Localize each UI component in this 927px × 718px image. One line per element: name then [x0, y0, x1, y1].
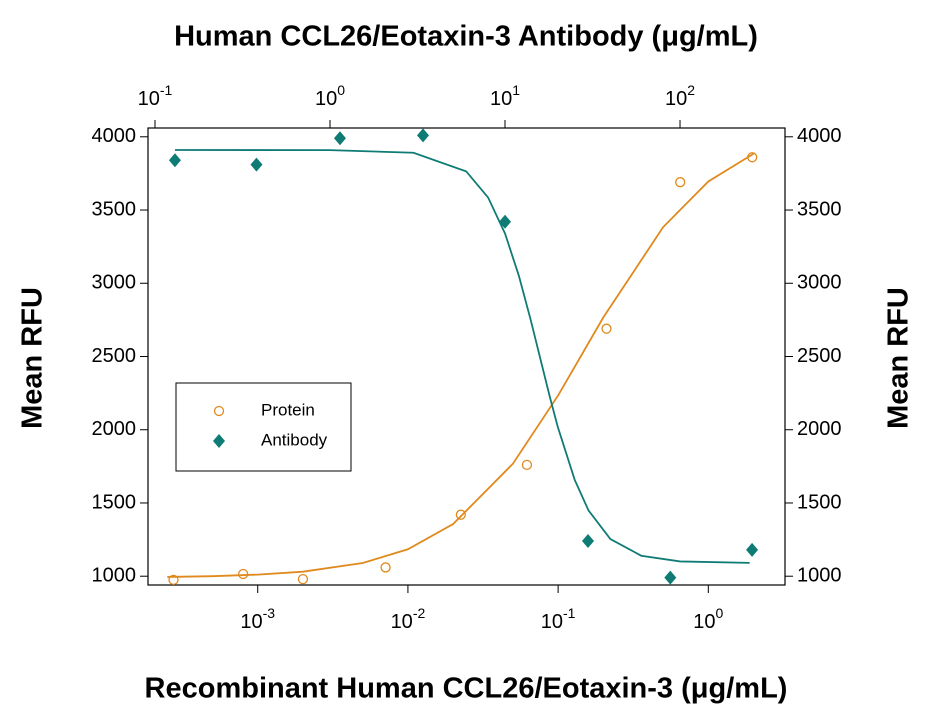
y-tick-label: 2000	[92, 418, 137, 440]
tick-base: 10	[693, 611, 715, 633]
y2-tick-label: 1500	[797, 491, 842, 513]
tick-exponent: -1	[563, 605, 576, 621]
point	[521, 459, 533, 471]
y-tick-label: 3500	[92, 198, 137, 220]
tick-base: 10	[240, 611, 262, 633]
tick-exponent: -3	[263, 605, 276, 621]
point	[380, 562, 391, 573]
point	[664, 570, 677, 585]
fit-curve	[167, 153, 755, 578]
point	[168, 153, 181, 168]
y2-tick-label: 1000	[797, 564, 842, 586]
point	[333, 131, 346, 146]
y-tick-label: 2500	[92, 345, 137, 367]
fit-curve	[174, 149, 750, 564]
point	[499, 214, 512, 229]
point	[297, 573, 309, 585]
xticks-label: 10-1	[541, 605, 576, 634]
right-axis-label: Mean RFU	[883, 287, 915, 429]
x2ticks-label: 101	[490, 82, 520, 111]
y2-tick-label: 4000	[797, 125, 842, 147]
tick-exponent: 0	[337, 82, 345, 98]
legend-label: Protein	[261, 400, 315, 419]
tick-base: 10	[665, 88, 687, 110]
x2ticks-label: 100	[315, 82, 345, 111]
tick-base: 10	[138, 88, 160, 110]
point	[417, 128, 430, 143]
x2ticks-label: 102	[665, 82, 695, 111]
tick-exponent: 1	[512, 82, 520, 98]
y-tick-label: 4000	[92, 125, 137, 147]
y-tick-label: 1000	[92, 564, 137, 586]
left-axis-label: Mean RFU	[17, 287, 49, 429]
plot-frame	[147, 127, 786, 586]
x2ticks-label: 10-1	[138, 82, 173, 111]
y-tick-label: 1500	[92, 491, 137, 513]
y2-tick-label: 3500	[797, 198, 842, 220]
point	[746, 542, 759, 557]
y2-tick-label: 2000	[797, 418, 842, 440]
xticks-label: 10-2	[391, 605, 426, 634]
y-tick-label: 3000	[92, 272, 137, 294]
point	[582, 534, 595, 549]
point	[250, 157, 263, 172]
tick-base: 10	[490, 88, 512, 110]
legend-label: Antibody	[261, 430, 328, 449]
tick-base: 10	[315, 88, 337, 110]
tick-base: 10	[391, 611, 413, 633]
tick-exponent: 2	[687, 82, 695, 98]
tick-exponent: -2	[413, 605, 426, 621]
tick-base: 10	[541, 611, 563, 633]
tick-exponent: 0	[716, 605, 724, 621]
y2-tick-label: 3000	[797, 272, 842, 294]
bottom-axis-label: Recombinant Human CCL26/Eotaxin-3 (μg/mL…	[145, 673, 788, 705]
point	[747, 152, 758, 163]
xticks-label: 10-3	[240, 605, 275, 634]
point	[455, 509, 466, 520]
point	[601, 323, 612, 334]
point	[168, 574, 179, 586]
tick-exponent: -1	[160, 82, 173, 98]
point	[238, 568, 249, 580]
legend-marker	[213, 405, 225, 417]
point	[675, 177, 686, 188]
legend-marker	[213, 434, 225, 448]
top-axis-label: Human CCL26/Eotaxin-3 Antibody (μg/mL)	[174, 21, 758, 53]
xticks-label: 100	[693, 605, 723, 634]
legend-box	[175, 382, 352, 472]
y2-tick-label: 2500	[797, 345, 842, 367]
